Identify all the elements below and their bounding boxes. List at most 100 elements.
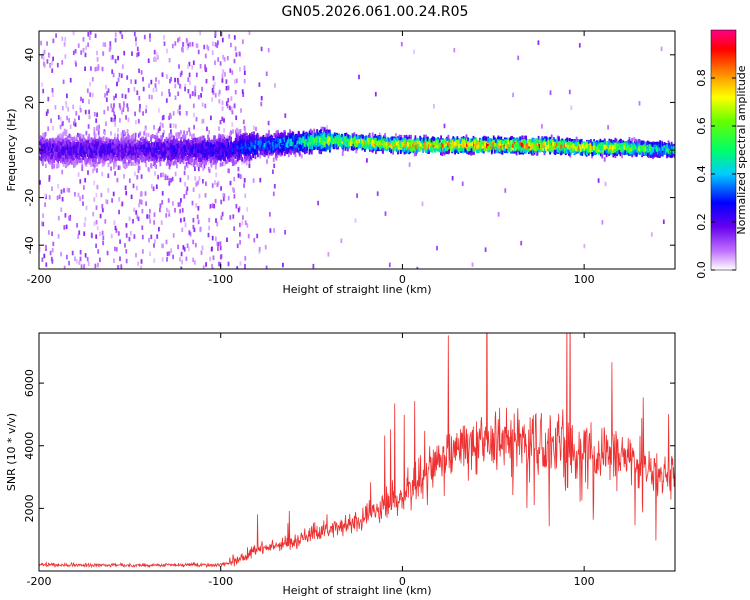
spectrogram-cell bbox=[130, 194, 133, 200]
spectrogram-cell bbox=[119, 105, 122, 111]
spectrogram-cell bbox=[50, 118, 52, 123]
spectrogram-cell bbox=[415, 151, 417, 156]
spectrogram-cell bbox=[209, 203, 212, 209]
spectrogram-cell bbox=[60, 116, 62, 122]
spectrogram-cell bbox=[214, 31, 217, 36]
spectrogram-cell bbox=[157, 128, 160, 133]
spectrogram-cell bbox=[85, 45, 88, 50]
spectrogram-cell bbox=[64, 54, 67, 59]
spectrogram-cell bbox=[179, 84, 182, 89]
spectrogram-cell bbox=[242, 215, 244, 220]
spectrogram-cell bbox=[160, 220, 163, 225]
spectrogram-cell bbox=[231, 158, 234, 163]
spectrogram-cell bbox=[191, 42, 194, 47]
spectrogram-cell bbox=[121, 34, 124, 39]
spectrogram-cell bbox=[275, 153, 277, 158]
spectrogram-cell bbox=[268, 129, 270, 135]
spectrogram-cell bbox=[168, 92, 171, 97]
spectrogram-cell bbox=[272, 150, 274, 155]
spectrogram-cell bbox=[61, 121, 64, 127]
spectrogram-cell bbox=[88, 35, 91, 41]
spectrogram-cell bbox=[172, 254, 174, 260]
spectrogram-cell bbox=[158, 126, 161, 131]
spectrogram-cell bbox=[260, 96, 263, 101]
spectrogram-cell bbox=[179, 257, 181, 262]
spectrogram-cell bbox=[118, 72, 121, 78]
spectrogram-cell bbox=[203, 156, 206, 161]
spectrogram-cell bbox=[239, 129, 242, 134]
spectrogram-cell bbox=[235, 115, 238, 120]
spectrogram-cell bbox=[96, 50, 98, 56]
spectrogram-cell bbox=[63, 225, 66, 230]
spectrogram-cell bbox=[78, 260, 81, 265]
spectrogram-cell bbox=[61, 36, 64, 42]
spectrogram-cell bbox=[105, 84, 107, 90]
spectrogram-cell bbox=[61, 132, 64, 137]
spectrogram-cell bbox=[93, 112, 96, 117]
spectrogram-cell bbox=[79, 105, 82, 110]
spectrogram-cell bbox=[233, 103, 236, 109]
spectrogram-cell bbox=[138, 202, 140, 208]
spectrogram-cell bbox=[413, 138, 416, 143]
spectrogram-cell bbox=[233, 226, 236, 231]
spectrogram-cell bbox=[253, 125, 255, 130]
spectrogram-cell bbox=[168, 181, 171, 186]
spectrogram-cell bbox=[122, 107, 125, 112]
spectrogram-cell bbox=[167, 198, 170, 203]
spectrogram-cell bbox=[165, 239, 168, 245]
spectrogram-cell bbox=[87, 261, 90, 266]
spectrogram-cell bbox=[156, 132, 158, 137]
spectrogram-cell bbox=[192, 218, 195, 223]
spectrogram-cell bbox=[650, 232, 653, 237]
spectrogram-cell bbox=[96, 168, 98, 173]
spectrogram-cell bbox=[101, 66, 104, 72]
spectrogram-cell bbox=[337, 145, 340, 150]
spectrogram-cell bbox=[272, 157, 275, 162]
spectrogram-cell bbox=[88, 114, 91, 120]
spectrogram-cell bbox=[101, 207, 104, 213]
spectrogram-cell bbox=[200, 250, 203, 255]
spectrogram-cell bbox=[77, 234, 80, 239]
spectrogram-cell bbox=[51, 68, 54, 73]
spectrogram-cell bbox=[188, 127, 191, 133]
spectrogram-cell bbox=[209, 256, 211, 262]
spectrogram-cell bbox=[87, 32, 90, 37]
spectrogram-cell bbox=[52, 125, 54, 131]
spectrogram-cell bbox=[144, 158, 147, 164]
spectrogram-cell bbox=[366, 158, 368, 163]
spectrogram-cell bbox=[149, 251, 151, 256]
spectrogram-cell bbox=[57, 163, 60, 168]
spectrogram-cell bbox=[114, 58, 117, 64]
spectrogram-cell bbox=[191, 200, 194, 206]
spectrogram-cell bbox=[84, 216, 87, 222]
spectrogram-cell bbox=[214, 198, 217, 204]
spectrogram-cell bbox=[216, 43, 219, 48]
spectrogram-cell bbox=[221, 37, 224, 43]
spectrogram-cell bbox=[171, 176, 174, 182]
spectrogram-cell bbox=[42, 88, 45, 94]
spectrogram-cell bbox=[71, 250, 74, 256]
spectrogram-cell bbox=[152, 87, 155, 93]
spectrogram-cell bbox=[107, 188, 110, 193]
spectrogram-cell bbox=[172, 233, 175, 238]
spectrogram-cell bbox=[39, 135, 42, 140]
spectrogram-cell bbox=[137, 216, 140, 222]
spectrogram-cell bbox=[75, 157, 78, 162]
spectrogram-cell bbox=[39, 246, 41, 252]
spectrogram-cell bbox=[204, 193, 207, 198]
spectrogram-cell bbox=[219, 61, 222, 66]
spectrogram-cell bbox=[51, 88, 54, 93]
spectrogram-cell bbox=[258, 249, 261, 254]
spectrogram-cell bbox=[114, 32, 117, 37]
spectrogram-cell bbox=[239, 67, 241, 72]
spectrogram-cell bbox=[194, 176, 197, 181]
spectrogram-cell bbox=[181, 208, 184, 213]
spectrogram-cell bbox=[94, 263, 97, 269]
spectrogram-cell bbox=[118, 140, 121, 146]
spectrogram-cell bbox=[185, 256, 188, 261]
spectrogram-cell bbox=[243, 154, 246, 159]
spectrogram-cell bbox=[99, 213, 102, 219]
spectrogram-cell bbox=[244, 256, 247, 261]
spectrogram-cell bbox=[41, 257, 44, 262]
spectrogram-cell bbox=[226, 237, 228, 242]
